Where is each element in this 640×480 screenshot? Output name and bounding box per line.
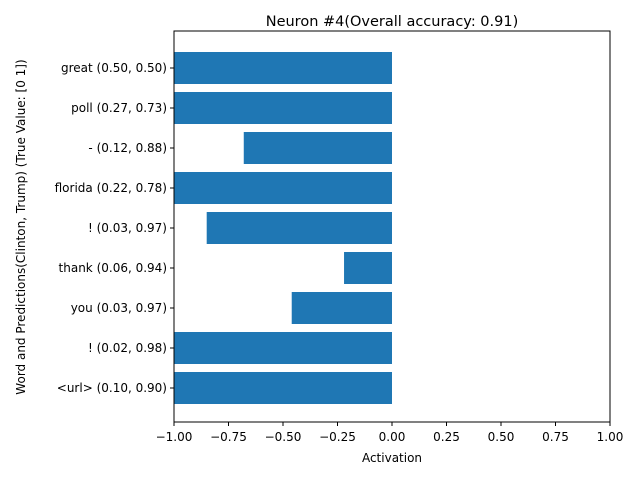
y-tick-label: thank (0.06, 0.94): [59, 261, 167, 275]
x-tick-label: 1.00: [597, 430, 624, 444]
y-axis-label: Word and Predictions(Clinton, Trump) (Tr…: [14, 59, 28, 394]
x-axis-label: Activation: [362, 451, 422, 465]
bar: [243, 132, 392, 164]
x-axis: −1.00 −0.75 −0.50 −0.25 0.00 0.25 0.50 0.75 1.00: [156, 422, 624, 444]
x-tick-label: −0.50: [265, 430, 302, 444]
x-tick-label: −1.00: [156, 430, 193, 444]
bars-group: [174, 52, 392, 404]
x-tick-label: 0.25: [433, 430, 460, 444]
bar: [174, 372, 392, 404]
x-tick-label: −0.25: [319, 430, 356, 444]
bar: [174, 52, 392, 84]
y-tick-label: ! (0.02, 0.98): [88, 341, 167, 355]
bar: [206, 212, 392, 244]
y-tick-label: poll (0.27, 0.73): [71, 101, 167, 115]
bar: [174, 92, 392, 124]
x-tick-label: 0.75: [542, 430, 569, 444]
x-tick-label: 0.00: [379, 430, 406, 444]
x-tick-label: 0.50: [488, 430, 515, 444]
y-tick-label: ! (0.03, 0.97): [88, 221, 167, 235]
bar: [174, 332, 392, 364]
y-axis: <url> (0.10, 0.90) ! (0.02, 0.98) you (0.0…: [55, 61, 174, 395]
y-tick-label: you (0.03, 0.97): [71, 301, 167, 315]
y-tick-label: <url> (0.10, 0.90): [57, 381, 167, 395]
chart-title: Neuron #4(Overall accuracy: 0.91): [266, 14, 519, 30]
x-tick-label: −0.75: [210, 430, 247, 444]
y-tick-label: great (0.50, 0.50): [61, 61, 167, 75]
y-tick-label: - (0.12, 0.88): [88, 141, 167, 155]
bar: [174, 172, 392, 204]
y-tick-label: florida (0.22, 0.78): [55, 181, 167, 195]
bar: [291, 292, 392, 324]
bar: [344, 252, 392, 284]
